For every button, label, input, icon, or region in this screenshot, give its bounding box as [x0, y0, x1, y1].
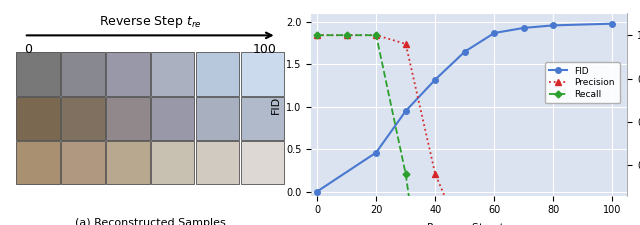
Bar — [106, 97, 150, 140]
Bar — [196, 52, 239, 96]
Bar — [151, 97, 195, 140]
Bar — [241, 141, 284, 184]
Bar — [16, 141, 60, 184]
Legend: FID, Precision, Recall: FID, Precision, Recall — [545, 62, 620, 104]
Bar — [61, 97, 104, 140]
Text: Reverse Step $t_{re}$: Reverse Step $t_{re}$ — [99, 14, 202, 29]
Bar — [61, 141, 104, 184]
Bar — [151, 52, 195, 96]
Bar — [16, 97, 60, 140]
Y-axis label: FID: FID — [271, 96, 280, 114]
Bar — [61, 52, 104, 96]
Bar — [16, 52, 60, 96]
Bar — [106, 141, 150, 184]
Bar — [196, 97, 239, 140]
Bar — [106, 52, 150, 96]
Bar — [196, 141, 239, 184]
Text: 100: 100 — [253, 43, 276, 56]
Bar — [241, 52, 284, 96]
Text: 0: 0 — [24, 43, 32, 56]
X-axis label: Reverse Step $t_{re}$: Reverse Step $t_{re}$ — [426, 221, 512, 225]
Bar — [241, 97, 284, 140]
Bar — [151, 141, 195, 184]
Text: (a) Reconstructed Samples: (a) Reconstructed Samples — [75, 218, 225, 225]
